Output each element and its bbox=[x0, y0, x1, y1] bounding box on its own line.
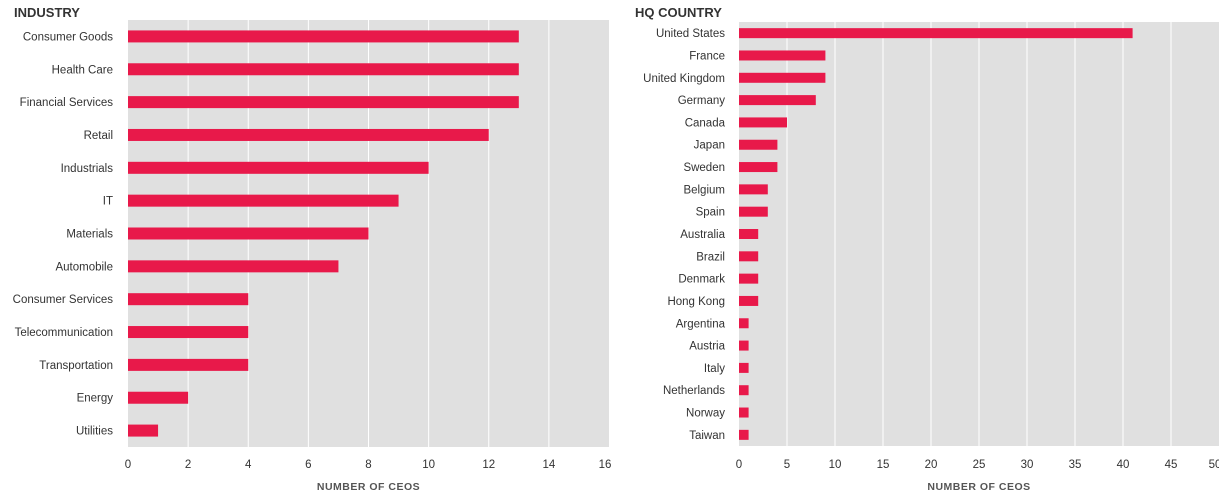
country-tick-label: 40 bbox=[1117, 459, 1130, 471]
country-category-label: United States bbox=[656, 28, 725, 40]
industry-bar bbox=[128, 293, 249, 306]
country-category-label: France bbox=[689, 50, 725, 62]
industry-bar bbox=[128, 424, 159, 437]
country-tick-label: 30 bbox=[1021, 459, 1034, 471]
country-tick-label: 5 bbox=[784, 459, 790, 471]
industry-category-label: Utilities bbox=[76, 426, 113, 438]
country-category-label: Norway bbox=[686, 408, 725, 420]
country-bar bbox=[739, 95, 816, 106]
industry-category-label: Telecommunication bbox=[15, 327, 113, 339]
industry-bar bbox=[128, 30, 519, 43]
country-bar bbox=[739, 50, 826, 61]
industry-bar bbox=[128, 161, 429, 174]
country-tick-label: 35 bbox=[1069, 459, 1082, 471]
country-bar bbox=[739, 28, 1133, 39]
country-bar bbox=[739, 162, 778, 173]
country-tick-label: 15 bbox=[877, 459, 890, 471]
country-category-label: Japan bbox=[694, 140, 725, 152]
industry-tick-label: 4 bbox=[245, 459, 252, 471]
country-tick-label: 45 bbox=[1165, 459, 1178, 471]
country-bar bbox=[739, 139, 778, 150]
industry-category-label: Transportation bbox=[39, 360, 113, 372]
industry-bar bbox=[128, 260, 339, 273]
country-category-label: Taiwan bbox=[689, 430, 725, 442]
country-category-label: Spain bbox=[696, 207, 725, 219]
industry-category-label: Financial Services bbox=[20, 97, 114, 109]
country-tick-label: 50 bbox=[1209, 459, 1219, 471]
country-bar bbox=[739, 72, 826, 83]
industry-tick-label: 8 bbox=[365, 459, 371, 471]
industry-chart: 0 2 4 6 8 10 12 14 16 Consumer Goods Health Care Fi… bbox=[13, 5, 612, 493]
country-bar bbox=[739, 318, 749, 329]
industry-category-label: Materials bbox=[66, 229, 113, 241]
country-category-label: Brazil bbox=[696, 251, 725, 263]
hq-country-chart: 0 5 10 15 20 25 30 35 40 45 50 United States France U… bbox=[635, 5, 1219, 493]
industry-category-label: Industrials bbox=[61, 163, 114, 175]
country-bar bbox=[739, 184, 768, 195]
country-category-label: Canada bbox=[685, 117, 726, 129]
industry-tick-label: 10 bbox=[422, 459, 435, 471]
industry-chart-title: INDUSTRY bbox=[14, 5, 80, 20]
country-bar bbox=[739, 117, 787, 128]
country-category-label: Italy bbox=[704, 363, 725, 375]
country-tick-label: 10 bbox=[829, 459, 842, 471]
country-bar bbox=[739, 385, 749, 396]
country-bar bbox=[739, 229, 759, 239]
industry-tick-label: 16 bbox=[599, 459, 612, 471]
industry-category-label: Consumer Services bbox=[13, 294, 114, 306]
country-category-label: Germany bbox=[678, 95, 726, 107]
industry-bar bbox=[128, 128, 489, 141]
country-tick-label: 25 bbox=[973, 459, 986, 471]
country-chart-title: HQ COUNTRY bbox=[635, 5, 722, 20]
country-bar bbox=[739, 251, 759, 262]
industry-category-label: Retail bbox=[84, 130, 113, 142]
country-bar bbox=[739, 429, 749, 440]
country-bar bbox=[739, 340, 749, 351]
industry-bar bbox=[128, 194, 399, 207]
country-category-label: Sweden bbox=[683, 162, 725, 174]
industry-tick-label: 0 bbox=[125, 459, 131, 471]
country-tick-label: 0 bbox=[736, 459, 742, 471]
industry-tick-label: 6 bbox=[305, 459, 311, 471]
industry-x-axis-label: NUMBER OF CEOS bbox=[317, 481, 420, 493]
industry-category-label: Automobile bbox=[55, 261, 113, 273]
industry-tick-label: 14 bbox=[542, 459, 555, 471]
country-category-label: Argentina bbox=[676, 318, 726, 330]
country-bar bbox=[739, 273, 759, 284]
country-category-label: Hong Kong bbox=[667, 296, 725, 308]
industry-bar bbox=[128, 96, 519, 109]
country-x-axis-label: NUMBER OF CEOS bbox=[927, 481, 1030, 493]
country-category-label: Netherlands bbox=[663, 385, 725, 397]
industry-category-label: Energy bbox=[77, 393, 114, 405]
industry-tick-label: 2 bbox=[185, 459, 191, 471]
country-bar bbox=[739, 407, 749, 418]
country-tick-label: 20 bbox=[925, 459, 938, 471]
country-category-label: Denmark bbox=[678, 274, 725, 286]
industry-bar bbox=[128, 63, 519, 76]
industry-bar bbox=[128, 326, 249, 339]
country-category-label: United Kingdom bbox=[643, 73, 725, 85]
industry-category-label: Consumer Goods bbox=[23, 31, 113, 43]
country-bar bbox=[739, 295, 759, 306]
industry-bar bbox=[128, 391, 189, 404]
industry-category-label: IT bbox=[103, 196, 113, 208]
country-category-label: Austria bbox=[689, 341, 725, 353]
country-category-label: Australia bbox=[680, 229, 725, 241]
industry-category-label: Health Care bbox=[52, 64, 113, 76]
industry-bar bbox=[128, 227, 369, 240]
industry-tick-label: 12 bbox=[482, 459, 495, 471]
country-bar bbox=[739, 206, 768, 217]
country-category-label: Belgium bbox=[683, 184, 725, 196]
industry-bar bbox=[128, 358, 249, 371]
country-bar bbox=[739, 362, 749, 373]
